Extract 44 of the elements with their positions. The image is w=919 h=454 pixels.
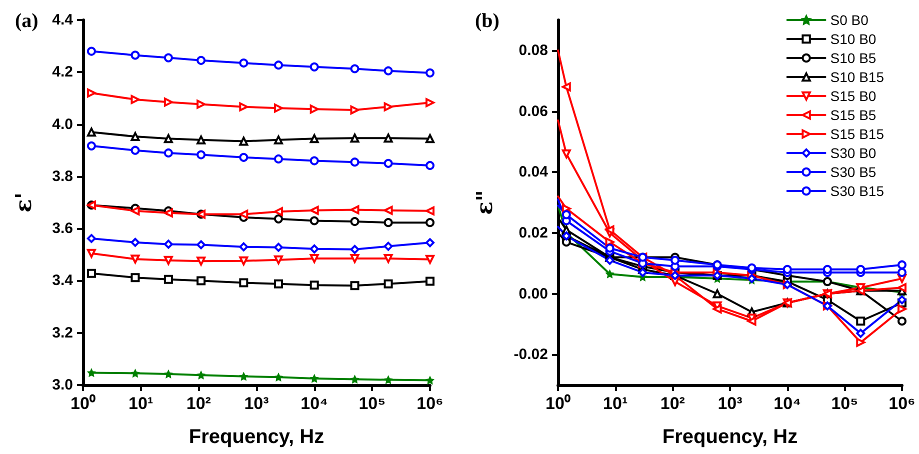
legend-label: S15 B15 (830, 126, 884, 142)
x-axis-title: Frequency, Hz (188, 426, 324, 448)
legend-label: S15 B5 (830, 107, 876, 123)
x-tick-label: 10¹ (128, 394, 154, 413)
chart-title: (a) (15, 10, 38, 32)
legend-label: S15 B0 (830, 88, 876, 104)
y-tick-label: 3.4 (52, 272, 74, 290)
y-tick-label: 0.04 (518, 164, 549, 181)
legend-label: S30 B15 (830, 183, 884, 199)
x-tick-label: 10³ (718, 394, 743, 413)
x-tick-label: 10⁶ (888, 394, 916, 413)
y-tick-label: 3.6 (52, 220, 73, 238)
y-tick-label: 3.8 (52, 168, 73, 185)
y-tick-label: 0.00 (518, 285, 548, 302)
legend-label: S30 B0 (830, 145, 876, 161)
y-tick-label: 0.02 (518, 224, 548, 242)
legend-label: S10 B0 (830, 31, 876, 47)
y-tick-label: 0.06 (518, 102, 548, 120)
y-axis-title: ε' (11, 192, 37, 213)
x-tick-label: 10⁰ (546, 394, 570, 413)
y-tick-label: -0.02 (514, 346, 548, 364)
x-tick-label: 10⁵ (831, 394, 858, 413)
y-tick-label: 4.0 (52, 116, 73, 133)
legend-label: S0 B0 (830, 12, 869, 28)
chart-title: (b) (475, 10, 500, 32)
x-tick-label: 10² (186, 394, 212, 413)
y-tick-label: 3.0 (52, 376, 73, 394)
x-tick-label: 10⁰ (70, 394, 96, 413)
y-tick-label: 4.4 (52, 12, 74, 28)
x-tick-label: 10⁴ (774, 394, 801, 413)
x-tick-label: 10⁴ (300, 394, 328, 413)
y-tick-label: 0.08 (518, 42, 548, 59)
x-tick-label: 10⁵ (358, 394, 386, 413)
x-axis-title: Frequency, Hz (662, 426, 798, 448)
y-tick-label: 4.2 (52, 64, 73, 81)
x-tick-label: 10⁶ (416, 394, 444, 413)
legend-label: S30 B5 (830, 164, 876, 180)
x-tick-label: 10¹ (603, 394, 628, 413)
x-tick-label: 10³ (244, 394, 270, 413)
y-axis-title: ε" (472, 190, 498, 215)
legend-label: S10 B15 (830, 69, 884, 85)
y-tick-label: 3.2 (52, 324, 73, 342)
legend-label: S10 B5 (830, 50, 876, 66)
x-tick-label: 10² (660, 394, 686, 413)
